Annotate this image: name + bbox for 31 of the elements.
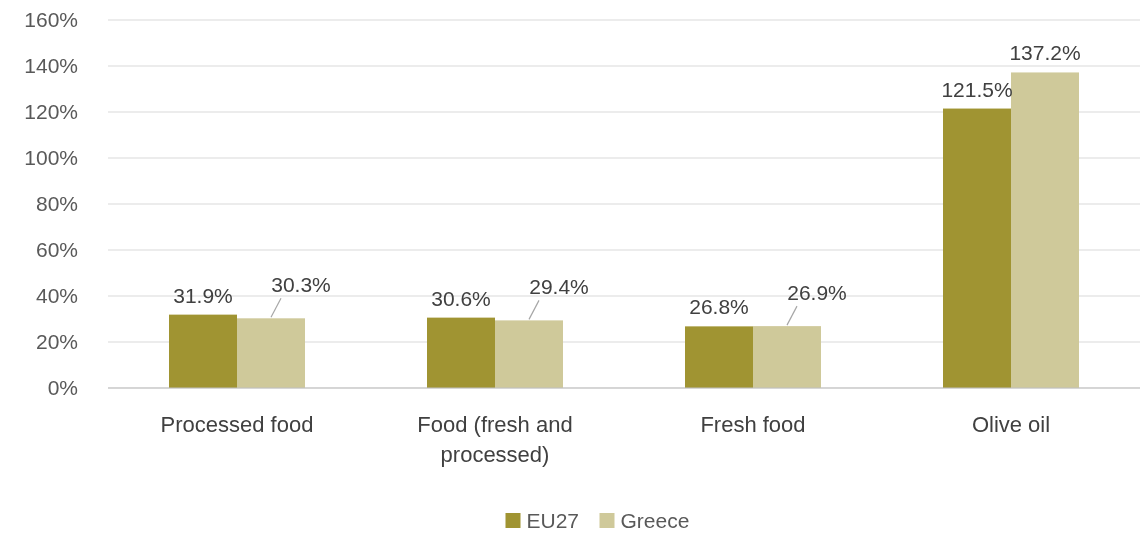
bar (237, 318, 305, 388)
legend-label: Greece (620, 509, 690, 533)
y-tick-label: 120% (24, 100, 78, 124)
data-label: 29.4% (529, 275, 589, 299)
data-label: 121.5% (941, 77, 1013, 101)
data-label: 30.6% (431, 286, 491, 310)
bar (495, 320, 563, 388)
bar (1011, 72, 1079, 388)
bar (685, 326, 753, 388)
y-tick-label: 140% (24, 54, 78, 78)
data-label: 26.8% (689, 295, 749, 319)
y-tick-label: 100% (24, 146, 78, 170)
y-tick-label: 0% (47, 376, 78, 400)
bar (943, 108, 1011, 388)
bar (753, 326, 821, 388)
y-tick-label: 160% (24, 8, 78, 32)
y-tick-label: 40% (35, 284, 78, 308)
y-tick-label: 20% (35, 330, 78, 354)
x-tick-label: Olive oil (971, 412, 1051, 437)
x-tick-label: Processed food (160, 412, 314, 437)
bar (427, 317, 495, 388)
x-tick-label: Food (fresh and processed) (417, 412, 573, 467)
y-tick-label: 80% (35, 192, 78, 216)
legend-label: EU27 (526, 509, 580, 533)
y-tick-label: 60% (35, 238, 78, 262)
data-label: 137.2% (1009, 41, 1081, 65)
x-tick-label: Fresh food (700, 412, 806, 437)
data-label: 30.3% (271, 273, 331, 297)
bar (169, 314, 237, 388)
data-label: 31.9% (173, 283, 233, 307)
data-label: 26.9% (787, 281, 847, 305)
